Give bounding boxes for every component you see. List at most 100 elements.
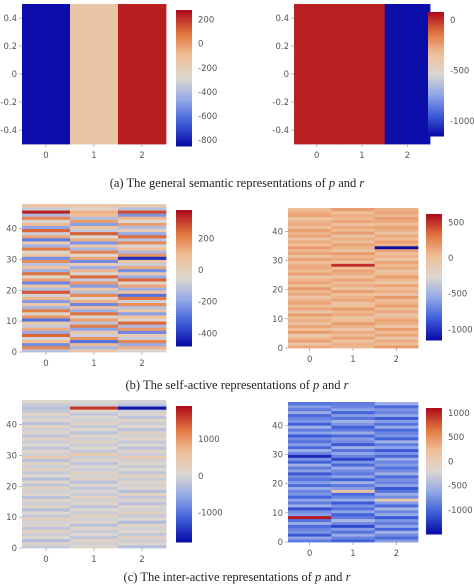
heatmap-cell [331, 307, 376, 311]
heatmap-cell [374, 283, 419, 288]
y-tick-label: 20 [6, 482, 17, 492]
colorbar-segment [176, 430, 192, 434]
heatmap-cell [288, 315, 332, 320]
colorbar-segment [176, 505, 192, 509]
heatmap-cell [331, 518, 376, 522]
heatmap-cell [374, 480, 419, 485]
heatmap-cell [331, 289, 376, 293]
heatmap-cell [288, 495, 332, 499]
colorbar-segment [428, 94, 444, 98]
heatmap-cell [118, 452, 167, 456]
heatmap-cell [22, 299, 71, 304]
heatmap-cell [331, 327, 376, 331]
heatmap-cell [374, 318, 419, 323]
heatmap-cell [331, 295, 376, 299]
colorbar-tick-label: -600 [198, 112, 217, 122]
colorbar-segment [426, 450, 442, 453]
colorbar-segment [176, 305, 192, 308]
heatmap-cell [331, 524, 376, 528]
colorbar-segment [176, 496, 192, 500]
heatmap-cell [22, 467, 71, 472]
heatmap-cell [22, 440, 71, 444]
colorbar-segment [176, 62, 192, 65]
heatmap-cell [70, 526, 119, 530]
colorbar-segment [176, 291, 192, 295]
colorbar-segment [426, 412, 442, 415]
heatmap-cell [70, 210, 119, 214]
heatmap-cell [331, 304, 376, 308]
heatmap-cell [374, 292, 419, 296]
y-tick-label: 0.2 [3, 42, 17, 52]
heatmap-cell [118, 400, 167, 404]
colorbar-segment [176, 228, 192, 231]
x-tick-label: 0 [43, 555, 48, 565]
colorbar-segment [426, 247, 442, 251]
heatmap-cell [331, 492, 376, 496]
colorbar-segment [428, 69, 444, 73]
colorbar-segment [426, 277, 442, 280]
heatmap-cell [331, 318, 376, 323]
colorbar-segment [426, 475, 442, 478]
colorbar-segment [176, 98, 192, 102]
heatmap-cell [331, 507, 376, 511]
colorbar-segment [426, 262, 442, 265]
colorbar-segment [176, 237, 192, 240]
colorbar-segment [176, 412, 192, 416]
colorbar-segment [426, 251, 442, 255]
colorbar-segment [426, 414, 442, 417]
colorbar-segment [176, 327, 192, 331]
colorbar-segment [426, 479, 442, 482]
colorbar-segment [428, 67, 444, 71]
colorbar-segment [176, 446, 192, 450]
heatmap-cell [374, 448, 419, 452]
heatmap-cell [22, 455, 71, 459]
heatmap-cell [331, 509, 376, 514]
caption-a: (a) The general semantic representations… [109, 176, 365, 190]
colorbar-segment [176, 494, 192, 498]
colorbar-segment [176, 221, 192, 225]
heatmap-cell [118, 427, 167, 432]
heatmap-panel-5: 0 1 2 40 30 20 10 0 1000 0 -1000 [6, 400, 223, 565]
heatmap-cell [22, 517, 71, 521]
colorbar-segment [176, 449, 192, 452]
heatmap-cell [288, 237, 332, 241]
heatmap-cell [374, 539, 419, 543]
heatmap-cell [374, 210, 419, 215]
colorbar-segment [428, 117, 444, 120]
heatmap-cell [118, 318, 167, 322]
colorbar-segment [426, 483, 442, 487]
heatmap-cell [22, 222, 71, 226]
heatmap-cell [374, 442, 419, 447]
heatmap-cell [70, 437, 119, 441]
colorbar-segment [426, 418, 442, 422]
colorbar-segment [176, 501, 192, 504]
heatmap-cell [288, 301, 332, 305]
heatmap-cell [331, 213, 376, 218]
heatmap-cell [118, 284, 167, 288]
y-tick-label: 0 [12, 70, 17, 80]
heatmap-cell [374, 501, 419, 505]
heatmap-cell [22, 400, 71, 404]
colorbar-segment [176, 284, 192, 288]
heatmap-cell [70, 452, 119, 456]
heatmap-cell [374, 295, 419, 299]
colorbar-segment [176, 21, 192, 25]
heatmap-cell [22, 4, 71, 145]
heatmap-cell [374, 507, 419, 511]
heatmap-cell [331, 216, 376, 221]
heatmap-cell [331, 324, 376, 328]
colorbar-segment [176, 278, 192, 281]
heatmap-cell [22, 477, 71, 481]
heatmap-cell [118, 299, 167, 304]
heatmap-cell [22, 265, 71, 270]
heatmap-cell [22, 216, 71, 220]
colorbar-segment [176, 455, 192, 459]
heatmap-cell [70, 461, 119, 466]
colorbar-segment [176, 71, 192, 74]
colorbar-segment [426, 306, 442, 309]
heatmap-cell [331, 298, 376, 302]
heatmap-cell [70, 514, 119, 518]
colorbar-segment [176, 435, 192, 439]
colorbar-segment [426, 527, 442, 531]
heatmap-cell [374, 275, 419, 279]
